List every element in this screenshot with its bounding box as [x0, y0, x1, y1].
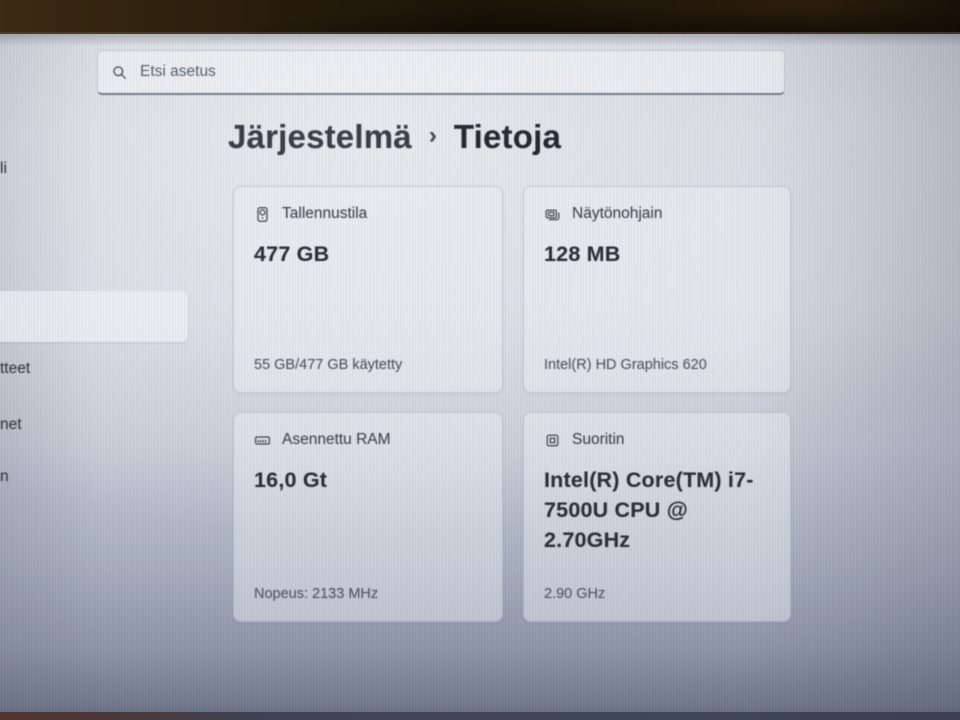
card-title: Asennettu RAM [282, 431, 391, 448]
search-input[interactable] [138, 62, 770, 82]
card-title: Tallennustila [282, 205, 368, 222]
sidebar-item-fragment[interactable]: n [0, 468, 9, 485]
sidebar-item-fragment[interactable]: net [0, 416, 22, 433]
breadcrumb-system[interactable]: Järjestelmä [228, 118, 412, 155]
sidebar-item-fragment[interactable]: tteet [0, 360, 31, 377]
card-ram: Asennettu RAM 16,0 Gt Nopeus: 2133 MHz [233, 412, 503, 622]
card-header: Näytönohjain [544, 205, 770, 223]
display-adapter-icon [544, 206, 561, 223]
card-header: Asennettu RAM [254, 431, 482, 449]
laptop-bezel-top [0, 0, 960, 34]
ram-icon [254, 432, 271, 449]
card-header: Suoritin [544, 431, 770, 449]
breadcrumb: Järjestelmä › Tietoja [228, 118, 561, 156]
card-processor: Suoritin Intel(R) Core(TM) i7-7500U CPU … [523, 412, 791, 622]
card-detail: 2.90 GHz [544, 586, 606, 602]
search-box[interactable] [97, 50, 785, 95]
card-display-adapter: Näytönohjain 128 MB Intel(R) HD Graphics… [523, 186, 791, 393]
card-title: Näytönohjain [572, 205, 663, 222]
chevron-right-icon: › [428, 122, 437, 149]
search-icon [113, 65, 127, 79]
sidebar-item-fragment[interactable]: li [0, 160, 7, 177]
card-value: 477 GB [254, 242, 330, 266]
card-value: Intel(R) Core(TM) i7-7500U CPU @ 2.70GHz [544, 468, 754, 552]
card-value: 128 MB [544, 242, 621, 266]
card-detail: Intel(R) HD Graphics 620 [544, 357, 707, 373]
settings-window: Järjestelmä › Tietoja li tteet net n Tal… [0, 34, 960, 712]
card-value: 16,0 Gt [254, 468, 328, 492]
card-title: Suoritin [572, 431, 625, 448]
storage-icon [254, 206, 271, 223]
cpu-icon [544, 432, 561, 449]
laptop-bezel-bottom [0, 712, 960, 720]
page-title: Tietoja [453, 118, 561, 155]
card-detail: 55 GB/477 GB käytetty [254, 357, 403, 373]
card-header: Tallennustila [254, 205, 482, 223]
sidebar-selected-highlight[interactable] [0, 291, 188, 342]
card-storage: Tallennustila 477 GB 55 GB/477 GB käytet… [233, 186, 503, 393]
card-detail: Nopeus: 2133 MHz [254, 586, 379, 602]
